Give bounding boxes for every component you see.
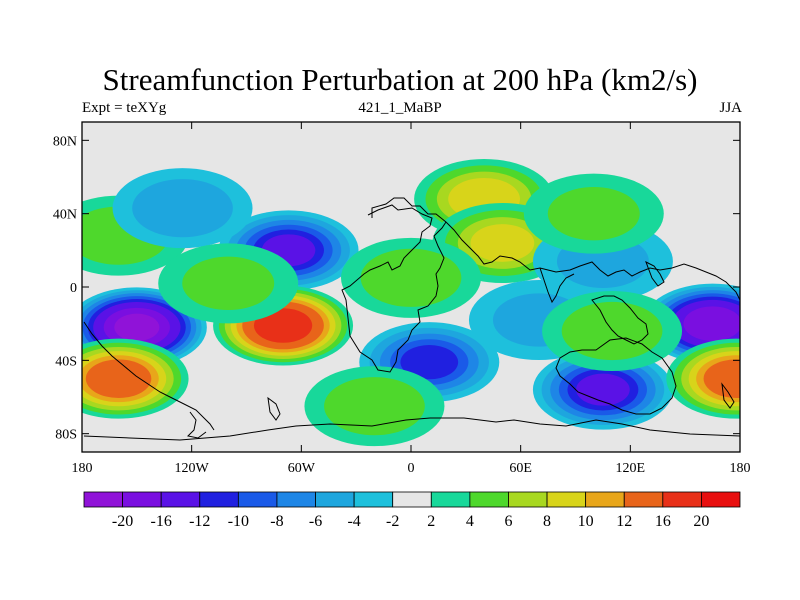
colorbar-swatch (83, 491, 123, 508)
axes: 180 120W 60W 0 60E 120E 180 80N 40N 0 40S 80S (53, 122, 751, 476)
colorbar-label: -4 (347, 513, 360, 530)
coastline-americas (83, 321, 215, 431)
anomaly-cell (523, 173, 664, 254)
coastline-africa (341, 204, 447, 373)
colorbar-label: -8 (270, 513, 283, 530)
coastline-antarctic-peninsula (267, 396, 281, 421)
colorbar-label: 4 (466, 513, 474, 530)
colorbar-label: -6 (309, 513, 322, 530)
colorbar-swatch (276, 491, 316, 508)
colorbar-swatch (199, 491, 239, 508)
anomaly-cell (304, 366, 445, 447)
contour-band (360, 248, 462, 307)
colorbar-label: -16 (151, 513, 172, 530)
contour-band (547, 187, 640, 241)
anomaly-cell (158, 243, 299, 324)
y-tick-label: 80S (55, 428, 77, 443)
colorbar-swatch (508, 491, 548, 508)
coastline-new-zealand (721, 382, 735, 409)
contour-band (253, 308, 313, 343)
anomaly-cell (112, 168, 253, 249)
anomaly-cell (532, 349, 673, 430)
anomaly-cell (82, 338, 189, 419)
colorbar-swatch (237, 491, 278, 508)
y-tick-label: 0 (70, 281, 77, 296)
x-tick-label: 120W (175, 461, 210, 476)
contour-band (683, 306, 740, 341)
colorbar: -20 -16 -12 -10 -8 -6 -4 -2 2 4 6 8 10 12 16 20 (83, 491, 741, 530)
colorbar-swatch (122, 491, 162, 508)
colorbar-swatch (353, 491, 394, 508)
coastline-india (539, 267, 575, 304)
colorbar-label: 6 (504, 513, 512, 530)
y-tick-label: 40N (53, 208, 77, 223)
colorbar-swatch (430, 491, 471, 508)
y-tick-label: 80N (53, 134, 77, 149)
colorbar-swatch (701, 491, 741, 508)
colorbar-swatch (315, 491, 355, 508)
contour-band (400, 345, 459, 380)
colorbar-swatch (662, 491, 702, 508)
colorbar-swatch (469, 491, 509, 508)
x-tick-label: 60W (288, 461, 316, 476)
x-tick-label: 120E (616, 461, 646, 476)
contour-band (132, 179, 233, 238)
contour-band (324, 377, 425, 436)
colorbar-label: 10 (578, 513, 594, 530)
coastline-australia (555, 337, 677, 415)
colorbar-label: -20 (112, 513, 133, 530)
colorbar-label: 2 (427, 513, 435, 530)
colorbar-swatch (160, 491, 201, 508)
contour-band (470, 224, 535, 262)
colorbar-label: 16 (655, 513, 671, 530)
x-tick-label: 180 (730, 461, 751, 476)
coastline-south-america (186, 411, 207, 439)
colorbar-label: 8 (543, 513, 551, 530)
coastline-japan (645, 260, 665, 287)
chart-title: Streamfunction Perturbation at 200 hPa (… (102, 62, 698, 97)
colorbar-label: 20 (693, 513, 709, 530)
x-tick-label: 60E (509, 461, 532, 476)
contour-band (703, 359, 740, 398)
x-tick-label: 0 (408, 461, 415, 476)
colorbar-swatch (585, 491, 625, 508)
coastline-se-asia (591, 295, 649, 345)
anomaly-cell (341, 237, 481, 318)
anomaly-cell (542, 291, 683, 371)
contour-band (85, 359, 152, 398)
x-tick-label: 180 (72, 461, 93, 476)
contour-field (82, 159, 740, 447)
colorbar-swatch (546, 491, 587, 508)
colorbar-swatch (392, 491, 432, 508)
contour-band (114, 313, 160, 341)
coastline-antarctica (83, 417, 740, 441)
y-tick-label: 40S (55, 354, 77, 369)
coastline (83, 197, 740, 441)
colorbar-label: -10 (228, 513, 249, 530)
experiment-label: Expt = teXYg (82, 100, 167, 116)
colorbar-label: -12 (189, 513, 210, 530)
colorbar-label: 12 (616, 513, 632, 530)
colorbar-swatch (623, 491, 664, 508)
run-label: 421_1_MaBP (358, 100, 442, 116)
season-label: JJA (719, 100, 742, 116)
anomaly-cell (666, 338, 740, 419)
contour-band (576, 373, 630, 406)
colorbar-label: -2 (386, 513, 399, 530)
contour-band (182, 256, 275, 311)
